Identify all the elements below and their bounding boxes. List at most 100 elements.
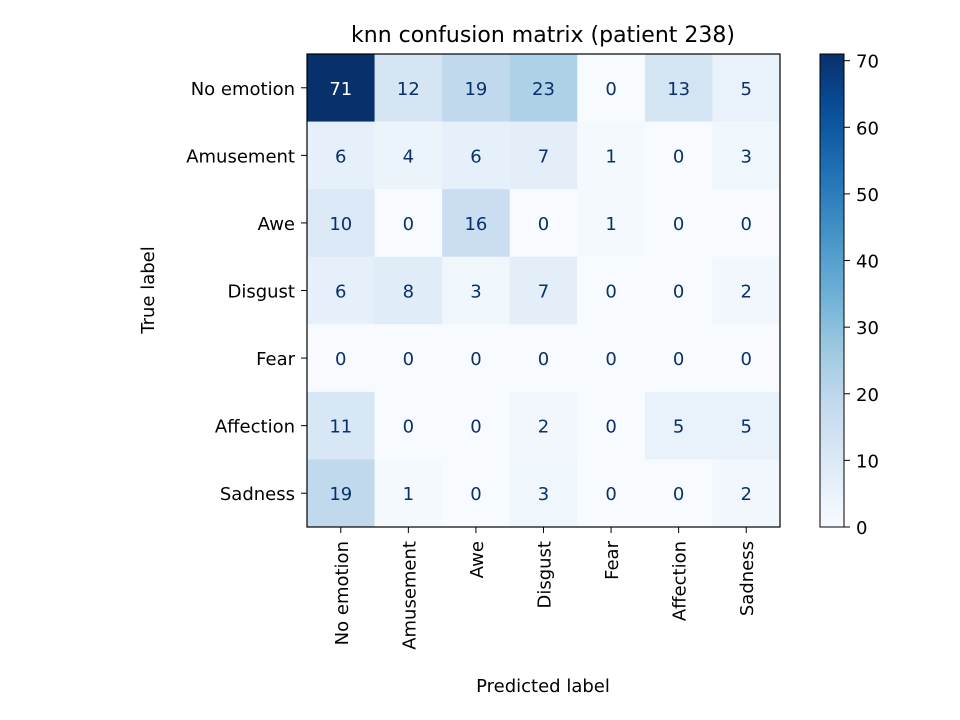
matrix-cell	[374, 391, 443, 460]
x-tick-label: Fear	[602, 540, 623, 579]
matrix-cell-label: 5	[673, 417, 684, 438]
matrix-cell-label: 0	[605, 349, 616, 370]
matrix-cell	[509, 54, 578, 123]
colorbar-tick-label: 0	[856, 518, 867, 539]
matrix-cell	[509, 256, 578, 325]
colorbar-tick-label: 40	[856, 252, 879, 273]
matrix-cell	[712, 256, 781, 325]
matrix-cell	[374, 459, 443, 528]
matrix-cell-label: 71	[329, 79, 352, 100]
chart-title: knn confusion matrix (patient 238)	[351, 23, 735, 48]
matrix-cell	[442, 54, 511, 123]
y-tick-label: Fear	[256, 349, 295, 370]
matrix-cell-label: 13	[667, 79, 690, 100]
matrix-cell-label: 7	[538, 282, 549, 303]
matrix-cell-label: 0	[403, 349, 414, 370]
y-tick-label: No emotion	[191, 79, 295, 100]
matrix-cell-label: 0	[673, 484, 684, 505]
matrix-cell-label: 0	[740, 349, 751, 370]
matrix-cell-label: 19	[329, 484, 352, 505]
matrix-cell-label: 5	[740, 79, 751, 100]
matrix-cell-label: 0	[673, 349, 684, 370]
matrix-cell	[374, 256, 443, 325]
matrix-cell	[712, 324, 781, 393]
x-tick-label: No emotion	[332, 541, 353, 645]
colorbar-tick-label: 30	[856, 318, 879, 339]
matrix-cell-label: 1	[605, 214, 616, 235]
matrix-cell	[307, 54, 376, 123]
matrix-cell	[442, 121, 511, 190]
matrix-cells	[307, 54, 781, 528]
matrix-cell-label: 6	[335, 146, 346, 167]
matrix-cell	[712, 459, 781, 528]
matrix-cell-label: 2	[740, 282, 751, 303]
matrix-cell	[509, 391, 578, 460]
matrix-cell	[644, 256, 713, 325]
matrix-cell-label: 3	[538, 484, 549, 505]
y-axis-label: True label	[138, 246, 159, 335]
matrix-cell	[644, 189, 713, 258]
matrix-cell-label: 0	[740, 214, 751, 235]
matrix-cell	[374, 54, 443, 123]
matrix-cell	[307, 256, 376, 325]
matrix-cell-label: 0	[403, 214, 414, 235]
matrix-cell-label: 0	[538, 214, 549, 235]
matrix-cell	[509, 459, 578, 528]
colorbar	[819, 53, 845, 528]
matrix-cell	[442, 391, 511, 460]
matrix-cell	[712, 54, 781, 123]
matrix-cell-label: 6	[470, 146, 481, 167]
matrix-cell	[442, 256, 511, 325]
matrix-cell	[577, 459, 646, 528]
matrix-cell-label: 0	[335, 349, 346, 370]
matrix-cell-label: 8	[403, 282, 414, 303]
matrix-cell-label: 3	[740, 146, 751, 167]
matrix-cell-label: 0	[605, 79, 616, 100]
matrix-cell	[644, 459, 713, 528]
matrix-cell-label: 6	[335, 282, 346, 303]
matrix-cell-label: 1	[605, 146, 616, 167]
x-tick-label: Affection	[670, 541, 691, 621]
matrix-cell	[307, 121, 376, 190]
colorbar-ticks: 0 10 20 30 40 50 60 70	[844, 52, 879, 539]
matrix-cell	[374, 324, 443, 393]
matrix-cell-label: 0	[605, 417, 616, 438]
matrix-cell-label: 23	[532, 79, 555, 100]
matrix-cell-labels: 71 12 19 23 0 13 56 4 6 7 1 0 310 0 16 0 1 0 06 8 3 7 0 0 20 0 0 0 0…	[329, 79, 752, 505]
matrix-cell-label: 0	[470, 349, 481, 370]
y-tick-label: Amusement	[186, 146, 295, 167]
matrix-cell	[442, 324, 511, 393]
y-tick-label: Sadness	[220, 484, 295, 505]
matrix-cell-label: 2	[538, 417, 549, 438]
matrix-cell-label: 0	[538, 349, 549, 370]
matrix-cell	[577, 391, 646, 460]
matrix-cell-label: 11	[329, 417, 352, 438]
colorbar-tick-label: 50	[856, 185, 879, 206]
matrix-cell	[577, 121, 646, 190]
matrix-cell-label: 0	[673, 214, 684, 235]
matrix-cell-label: 4	[403, 146, 414, 167]
matrix-cell	[307, 189, 376, 258]
x-tick-label: Sadness	[737, 541, 758, 616]
colorbar-tick-label: 20	[856, 385, 879, 406]
matrix-cell	[644, 121, 713, 190]
matrix-cell-label: 0	[470, 417, 481, 438]
matrix-cell	[374, 189, 443, 258]
matrix-cell	[644, 54, 713, 123]
matrix-cell	[712, 189, 781, 258]
matrix-cell	[307, 324, 376, 393]
matrix-cell-label: 12	[397, 79, 420, 100]
x-axis-ticks: No emotion Amusement Awe Disgust Fear Affecti…	[332, 527, 758, 650]
matrix-cell-label: 0	[605, 282, 616, 303]
matrix-cell-label: 16	[464, 214, 487, 235]
matrix-cell	[644, 391, 713, 460]
matrix-cell-label: 2	[740, 484, 751, 505]
matrix-cell-label: 10	[329, 214, 352, 235]
y-axis-ticks: No emotion Amusement Awe Disgust Fear Affecti…	[186, 79, 307, 505]
matrix-cell	[712, 391, 781, 460]
matrix-cell	[509, 324, 578, 393]
x-tick-label: Amusement	[399, 541, 420, 650]
colorbar-tick-label: 60	[856, 118, 879, 139]
matrix-cell-label: 5	[740, 417, 751, 438]
